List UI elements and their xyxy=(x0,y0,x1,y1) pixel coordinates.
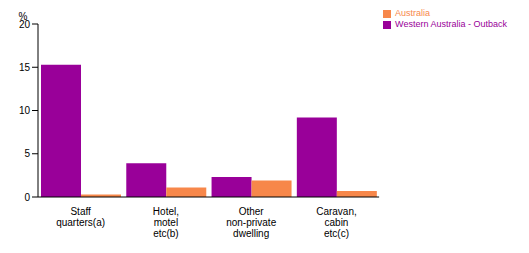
svg-text:Staffquarters(a): Staffquarters(a) xyxy=(56,206,105,228)
svg-text:0: 0 xyxy=(24,192,30,203)
svg-text:15: 15 xyxy=(19,62,31,73)
svg-text:10: 10 xyxy=(19,105,31,116)
svg-text:Hotel,moteletc(b): Hotel,moteletc(b) xyxy=(153,206,179,239)
svg-text:Caravan,cabinetc(c): Caravan,cabinetc(c) xyxy=(316,206,357,239)
html-text:Australia: Australia xyxy=(395,8,431,18)
svg-text:%: % xyxy=(19,11,28,22)
svg-text:20: 20 xyxy=(18,18,30,30)
svg-text:Othernon-privatedwelling: Othernon-privatedwelling xyxy=(226,206,276,239)
svg-text:5: 5 xyxy=(24,148,30,159)
html-text:Western Australia - Outback: Western Australia - Outback xyxy=(395,19,507,29)
